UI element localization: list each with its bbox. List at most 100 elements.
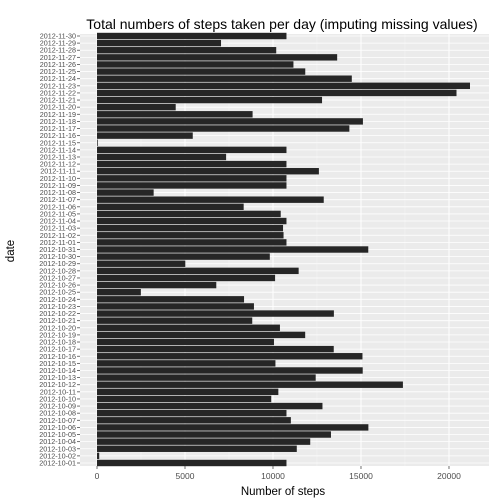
bar-2012-11-21	[97, 96, 323, 104]
y-tick-label: 2012-10-01	[39, 459, 76, 468]
chart-title: Total numbers of steps taken per day (im…	[86, 16, 477, 32]
y-tick-label: 2012-10-10	[39, 394, 76, 403]
y-tick-label: 2012-11-02	[40, 231, 76, 240]
bar-2012-11-09	[97, 182, 287, 189]
bar-2012-10-01	[97, 459, 287, 467]
y-tick-label: 2012-11-26	[40, 60, 76, 69]
y-tick-label: 2012-11-04	[40, 217, 76, 226]
x-tick-label: 20000	[437, 471, 461, 481]
plot-panel	[80, 32, 489, 467]
y-tick-label: 2012-10-14	[39, 366, 76, 375]
bar-2012-11-28	[97, 47, 277, 54]
bar-2012-11-30	[97, 32, 287, 40]
y-tick-label: 2012-11-12	[40, 160, 76, 169]
bar-2012-10-05	[97, 431, 331, 438]
y-tick-label: 2012-11-09	[40, 181, 76, 190]
bar-2012-11-02	[97, 232, 284, 239]
bar-2012-11-16	[97, 132, 193, 139]
y-tick-label: 2012-10-08	[39, 409, 76, 418]
y-tick-label: 2012-10-07	[39, 416, 76, 425]
bar-2012-10-15	[97, 360, 276, 367]
y-tick-label: 2012-10-29	[39, 259, 76, 268]
bar-2012-10-02	[97, 452, 100, 460]
bar-2012-11-29	[97, 39, 222, 47]
y-tick-label: 2012-11-23	[40, 81, 76, 90]
bar-2012-10-11	[97, 388, 279, 396]
bar-2012-10-25	[97, 288, 141, 296]
y-tick-label: 2012-11-10	[40, 174, 76, 183]
y-tick-label: 2012-11-28	[40, 46, 76, 55]
bar-2012-10-03	[97, 445, 297, 452]
bar-2012-10-23	[97, 303, 254, 310]
y-tick-label: 2012-11-15	[40, 138, 76, 147]
x-tick-label: 10000	[261, 471, 285, 481]
y-tick-label: 2012-10-20	[39, 323, 76, 332]
bar-2012-11-06	[97, 203, 244, 211]
y-tick-label: 2012-11-20	[40, 103, 76, 112]
y-tick-label: 2012-10-28	[39, 266, 76, 275]
y-tick-label: 2012-10-22	[39, 309, 76, 318]
bar-2012-11-25	[97, 68, 306, 75]
y-axis-title: date	[5, 240, 17, 262]
y-tick-label: 2012-10-19	[39, 330, 76, 339]
y-tick-label: 2012-10-11	[40, 387, 76, 396]
bar-2012-11-10	[97, 175, 287, 182]
bar-2012-11-12	[97, 160, 287, 168]
bar-2012-11-23	[97, 82, 470, 90]
y-tick-label: 2012-10-23	[39, 302, 76, 311]
bar-2012-10-19	[97, 331, 306, 339]
y-tick-label: 2012-10-31	[39, 245, 76, 254]
bar-2012-11-01	[97, 239, 287, 246]
y-tick-label: 2012-10-04	[39, 437, 76, 446]
y-tick-label: 2012-11-17	[40, 124, 76, 133]
bar-2012-11-22	[97, 89, 457, 97]
y-tick-label: 2012-11-21	[40, 96, 76, 105]
bar-2012-11-17	[97, 125, 350, 132]
y-tick-label: 2012-11-18	[40, 117, 76, 126]
y-tick-label: 2012-10-27	[39, 273, 76, 282]
bar-2012-11-20	[97, 103, 176, 111]
bar-2012-11-27	[97, 54, 338, 61]
y-tick-label: 2012-11-30	[40, 32, 76, 41]
bar-2012-11-08	[97, 189, 154, 196]
bar-2012-10-10	[97, 395, 272, 403]
y-tick-label: 2012-11-27	[40, 53, 76, 62]
x-tick-label: 15000	[349, 471, 373, 481]
bar-2012-11-14	[97, 146, 287, 154]
bar-2012-10-17	[97, 345, 334, 353]
bar-2012-11-15	[97, 139, 98, 146]
x-axis-title: Number of steps	[241, 486, 326, 498]
bar-2012-11-26	[97, 61, 294, 68]
bar-2012-10-20	[97, 324, 280, 331]
y-tick-label: 2012-10-02	[39, 451, 76, 460]
y-tick-label: 2012-11-01	[40, 238, 76, 247]
y-tick-label: 2012-10-17	[39, 345, 76, 354]
bar-2012-10-30	[97, 253, 270, 260]
bar-2012-10-13	[97, 374, 316, 381]
y-tick-label: 2012-11-11	[40, 167, 76, 176]
y-axis-tick-labels: 2012-10-012012-10-022012-10-032012-10-04…	[39, 32, 80, 468]
y-tick-label: 2012-10-09	[39, 402, 76, 411]
x-tick-label: 0	[95, 471, 100, 481]
bar-2012-10-16	[97, 353, 363, 360]
y-tick-label: 2012-11-06	[40, 202, 76, 211]
y-tick-label: 2012-10-24	[39, 295, 76, 304]
bar-2012-11-04	[97, 217, 287, 225]
y-tick-label: 2012-10-12	[39, 380, 76, 389]
bar-2012-11-11	[97, 168, 319, 175]
bar-2012-10-27	[97, 274, 276, 282]
bar-2012-10-12	[97, 381, 403, 388]
x-tick-label: 5000	[176, 471, 195, 481]
bar-2012-10-14	[97, 367, 363, 374]
y-tick-label: 2012-11-03	[40, 224, 76, 233]
y-tick-label: 2012-10-30	[39, 252, 76, 261]
y-tick-label: 2012-10-05	[39, 430, 76, 439]
y-tick-label: 2012-11-29	[40, 39, 76, 48]
bar-2012-11-18	[97, 118, 363, 125]
y-tick-label: 2012-11-13	[40, 152, 76, 161]
y-tick-label: 2012-10-13	[39, 373, 76, 382]
y-tick-label: 2012-11-05	[40, 209, 76, 218]
bar-2012-11-19	[97, 111, 253, 118]
bar-2012-10-22	[97, 310, 334, 317]
bar-2012-11-24	[97, 75, 352, 82]
